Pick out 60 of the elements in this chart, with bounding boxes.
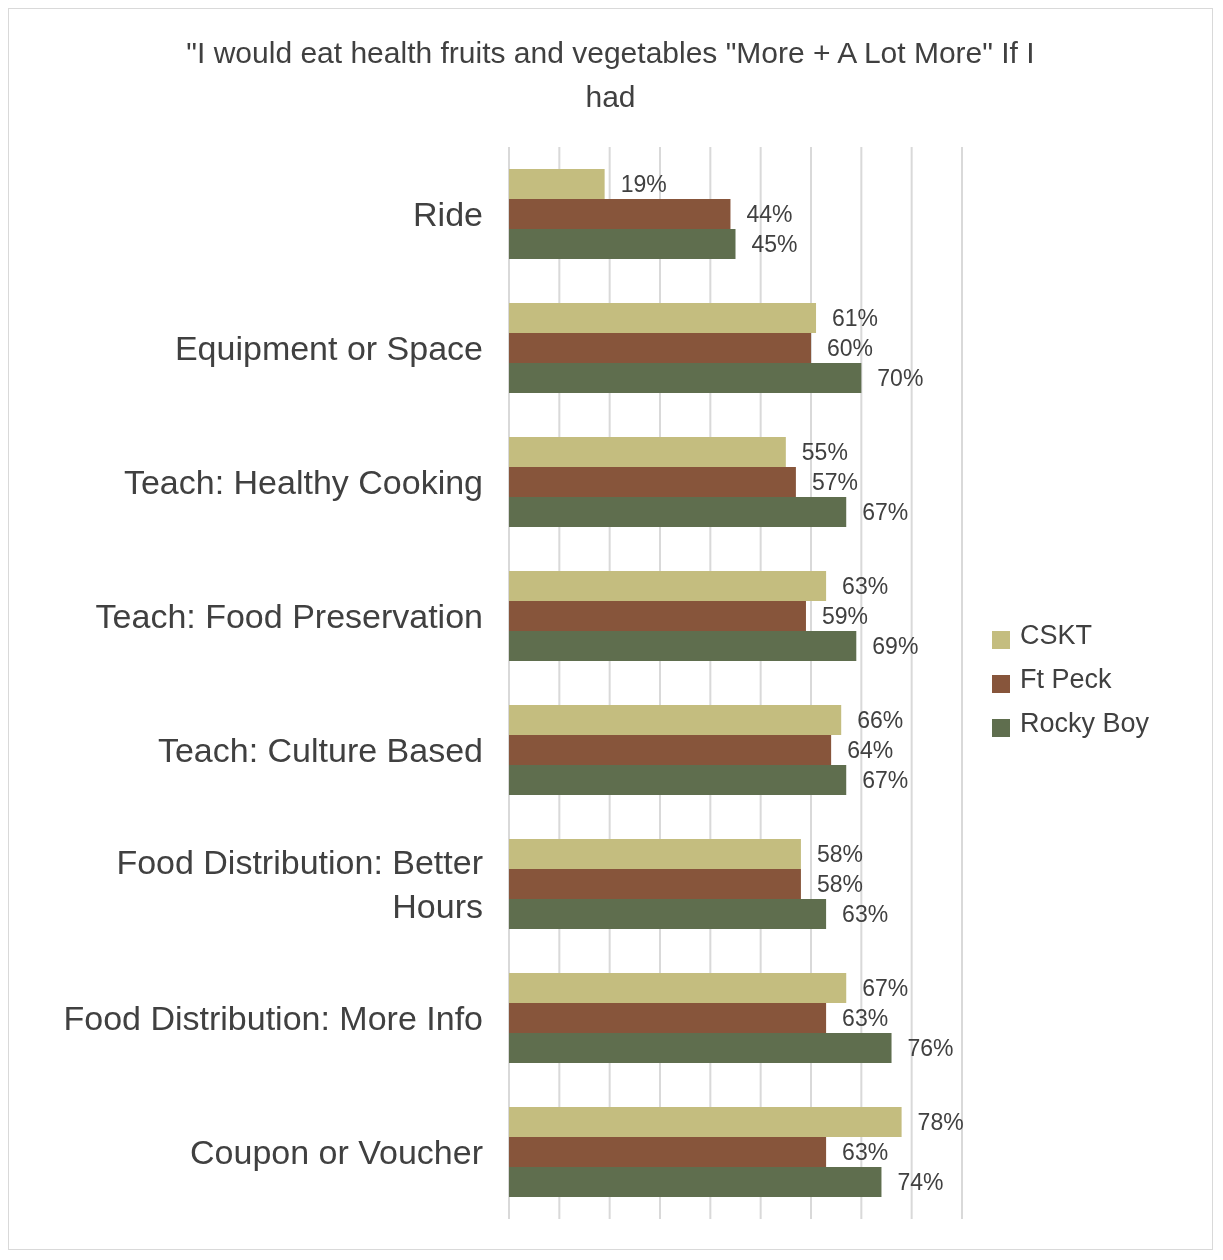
bar bbox=[509, 1003, 827, 1033]
data-label: 67% bbox=[862, 767, 909, 794]
data-label: 67% bbox=[862, 975, 909, 1002]
bar bbox=[509, 333, 811, 363]
bar bbox=[509, 1033, 892, 1063]
chart-title: "I would eat health fruits and vegetables "More + A Lot More" If I had bbox=[185, 35, 1036, 115]
y-tick-label: Teach: Food Preservation bbox=[95, 597, 483, 635]
bar bbox=[509, 1107, 902, 1137]
bar bbox=[509, 497, 847, 527]
bar bbox=[509, 303, 817, 333]
bar bbox=[509, 363, 862, 393]
legend-label: Ft Peck bbox=[1020, 664, 1112, 694]
y-tick-label: Ride bbox=[413, 195, 483, 233]
y-tick-label: Teach: Healthy Cooking bbox=[123, 463, 483, 501]
data-label: 74% bbox=[897, 1169, 944, 1196]
data-label: 66% bbox=[857, 707, 904, 734]
legend-label: CSKT bbox=[1020, 620, 1093, 650]
data-label: 63% bbox=[842, 573, 889, 600]
bar bbox=[509, 571, 827, 601]
data-label: 70% bbox=[877, 365, 924, 392]
data-label: 19% bbox=[620, 171, 667, 198]
bar bbox=[509, 839, 801, 869]
data-label: 61% bbox=[832, 305, 879, 332]
bar bbox=[509, 765, 847, 795]
bar bbox=[509, 899, 827, 929]
bar bbox=[509, 869, 801, 899]
y-tick-label: Equipment or Space bbox=[174, 329, 483, 367]
legend-label: Rocky Boy bbox=[1020, 708, 1150, 738]
bar bbox=[509, 199, 731, 229]
bar bbox=[509, 169, 605, 199]
data-label: 78% bbox=[917, 1109, 964, 1136]
bar bbox=[509, 973, 847, 1003]
bar bbox=[509, 1137, 827, 1167]
data-label: 63% bbox=[842, 901, 889, 928]
data-label: 58% bbox=[816, 841, 863, 868]
bar bbox=[509, 1167, 882, 1197]
y-tick-label: Food Distribution: More Info bbox=[63, 999, 483, 1037]
data-label: 57% bbox=[811, 469, 858, 496]
data-label: 45% bbox=[751, 231, 798, 258]
data-label: 64% bbox=[847, 737, 894, 764]
data-label: 76% bbox=[907, 1035, 954, 1062]
bar bbox=[509, 631, 857, 661]
data-label: 67% bbox=[862, 499, 909, 526]
data-label: 55% bbox=[801, 439, 848, 466]
data-label: 44% bbox=[746, 201, 793, 228]
y-tick-label: Food Distribution: Better Hours bbox=[116, 843, 483, 925]
y-tick-label: Coupon or Voucher bbox=[190, 1133, 483, 1171]
bar bbox=[509, 601, 806, 631]
data-label: 58% bbox=[816, 871, 863, 898]
data-label: 59% bbox=[821, 603, 869, 630]
data-label: 63% bbox=[842, 1005, 889, 1032]
data-label: 63% bbox=[842, 1139, 889, 1166]
y-tick-label: Teach: Culture Based bbox=[157, 731, 483, 769]
bar bbox=[509, 229, 736, 259]
bar bbox=[509, 735, 832, 765]
bar bbox=[509, 467, 796, 497]
data-label: 69% bbox=[872, 633, 919, 660]
data-label: 60% bbox=[827, 335, 874, 362]
bar bbox=[509, 437, 786, 467]
bar bbox=[509, 705, 842, 735]
